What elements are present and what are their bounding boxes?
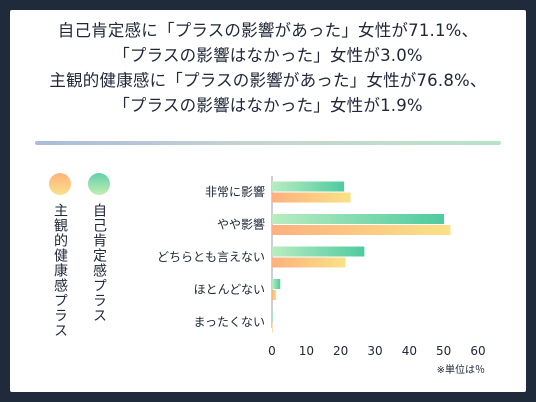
bar-health-1 [272, 225, 451, 235]
bar-self-2 [272, 246, 365, 257]
card-background [10, 10, 526, 392]
bar-self-0 [272, 181, 345, 192]
bar-group [272, 181, 451, 333]
x-tick-3: 30 [367, 344, 382, 358]
bar-self-4 [272, 311, 273, 322]
legend-label-self: 自己肯定感プラス [91, 203, 107, 323]
category-label-4: まったくない [193, 315, 265, 329]
headline-line-1: 自己肯定感に「プラスの影響があった」女性が71.1%、 [57, 21, 479, 40]
category-label-2: どちらとも言えない [157, 250, 265, 264]
bar-self-3 [272, 279, 281, 289]
headline-line-3: 主観的健康感に「プラスの影響があった」女性が76.8%、 [49, 71, 487, 90]
bar-health-4 [272, 322, 273, 333]
x-tick-6: 60 [470, 344, 485, 358]
x-tick-2: 20 [333, 344, 348, 358]
category-label-1: やや影響 [217, 217, 265, 232]
bar-health-2 [272, 257, 346, 268]
legend-swatch-self [88, 173, 110, 195]
unit-note: ※単位は％ [437, 363, 485, 376]
legend-label-health: 主観的健康感プラス [52, 203, 68, 338]
x-tick-4: 40 [402, 344, 417, 358]
legend-swatch-health [49, 173, 71, 195]
headline: 自己肯定感に「プラスの影響があった」女性が71.1%、 「プラスの影響はなかった… [0, 18, 536, 118]
headline-line-4: 「プラスの影響はなかった」女性が1.9% [113, 96, 423, 115]
category-label-3: ほとんどない [194, 283, 265, 297]
headline-line-2: 「プラスの影響はなかった」女性が3.0% [113, 46, 423, 65]
bar-health-3 [272, 290, 277, 300]
x-tick-5: 50 [436, 344, 451, 358]
category-label-0: 非常に影響 [205, 184, 265, 199]
legend-item-self: 自己肯定感プラス [86, 173, 112, 323]
legend-item-health: 主観的健康感プラス [47, 173, 73, 338]
x-tick-1: 10 [299, 344, 314, 358]
bar-self-1 [272, 214, 445, 224]
divider-rule [35, 141, 501, 145]
bar-health-0 [272, 192, 351, 203]
x-tick-0: 0 [268, 344, 276, 358]
x-tick-labels: 0 10 20 30 40 50 60 [268, 344, 485, 358]
